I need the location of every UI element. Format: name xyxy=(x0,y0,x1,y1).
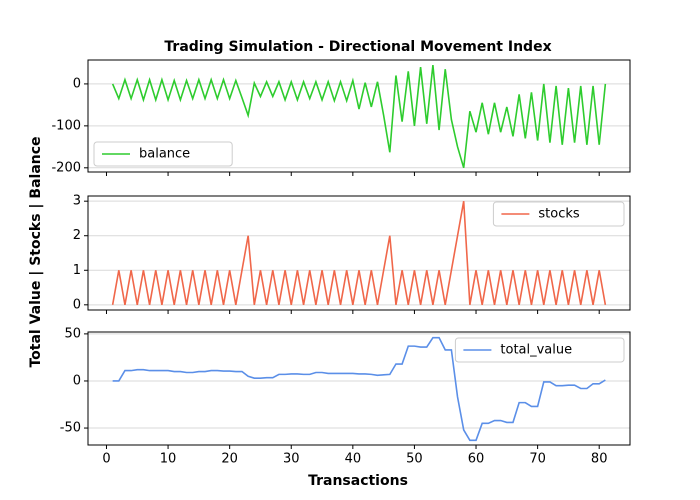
y-tick-label: 50 xyxy=(64,326,81,341)
line-series xyxy=(111,64,607,169)
legend-label: balance xyxy=(139,147,190,162)
y-tick-label: -100 xyxy=(51,118,81,133)
line-series xyxy=(112,336,606,442)
legend-label: total_value xyxy=(500,343,572,358)
y-tick-label: -200 xyxy=(51,160,81,175)
x-tick-label: 80 xyxy=(591,452,608,467)
line-series xyxy=(111,201,607,305)
chart-title: Trading Simulation - Directional Movemen… xyxy=(164,39,551,55)
x-tick-label: 30 xyxy=(283,452,300,467)
legend-box xyxy=(454,337,625,363)
y-tick-label: 1 xyxy=(73,263,81,278)
y-tick-label: 0 xyxy=(73,76,81,91)
x-tick-label: 40 xyxy=(345,452,362,467)
y-tick-label: -50 xyxy=(60,421,81,436)
legend-box xyxy=(93,141,233,167)
y-tick-label: 0 xyxy=(73,373,81,388)
x-tick-label: 60 xyxy=(468,452,485,467)
plot-frame xyxy=(87,59,631,173)
x-tick-label: 20 xyxy=(221,452,238,467)
x-tick-label: 70 xyxy=(529,452,546,467)
legend-label: stocks xyxy=(538,207,579,222)
x-axis-label: Transactions xyxy=(308,473,408,489)
y-tick-label: 3 xyxy=(73,194,81,209)
y-tick-label: 2 xyxy=(73,228,81,243)
legend-box xyxy=(492,201,625,227)
x-tick-label: 50 xyxy=(406,452,423,467)
x-tick-label: 10 xyxy=(160,452,177,467)
plot-frame xyxy=(87,331,631,446)
x-tick-label: 0 xyxy=(102,452,110,467)
y-tick-label: 0 xyxy=(73,297,81,312)
plot-frame xyxy=(87,195,631,311)
y-axis-label: Total Value | Stocks | Balance xyxy=(28,136,44,367)
